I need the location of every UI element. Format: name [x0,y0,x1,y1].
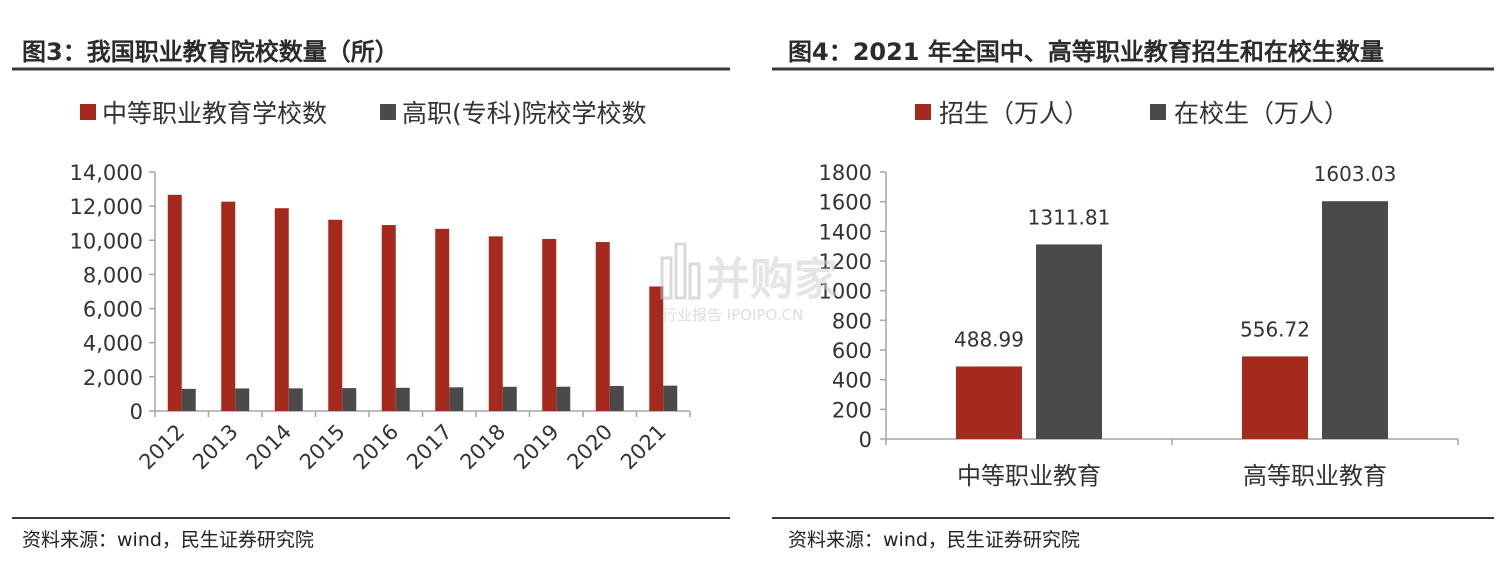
chart-3-bar-secondary-school-2018 [488,236,503,411]
chart-3-x-tick-label: 2020 [563,420,618,475]
chart-4-title: 图4：2021 年全国中、高等职业教育招生和在校生数量 [788,38,1384,66]
chart-4-bar-enrolled-secondary [1036,244,1102,439]
chart-3-y-tick-label: 10,000 [70,229,143,253]
chart-4-y-tick-label: 1000 [819,280,872,304]
chart-3-x-tick-label: 2017 [402,420,457,475]
chart-4: 图4：2021 年全国中、高等职业教育招生和在校生数量 招生（万人） 在校生（万… [772,38,1494,551]
chart-3-bar-higher-vocational-2012 [181,388,196,411]
chart-3-bar-higher-vocational-2014 [288,388,303,411]
chart-4-y-tick-label: 800 [832,309,872,333]
chart-4-bar-enrollment-higher [1242,356,1308,439]
chart-4-data-label: 1311.81 [1028,205,1111,229]
chart-3-legend-label-1: 中等职业教育学校数 [102,99,327,128]
chart-4-y-tick-label: 1200 [819,250,872,274]
chart-3-x-tick-label: 2021 [616,420,671,475]
chart-4-legend-swatch-2 [1150,104,1166,120]
chart-3-legend-swatch-1 [80,104,96,120]
chart-3-y-tick-label: 4,000 [83,332,143,356]
chart-4-y-tick-label: 1800 [819,161,872,185]
chart-3-bar-higher-vocational-2015 [342,388,357,411]
chart-3-y-tick-label: 12,000 [70,195,143,219]
chart-4-data-label: 556.72 [1240,317,1310,341]
watermark-text: 并购家 [706,254,838,305]
chart-3-x-tick-label: 2016 [349,420,404,475]
chart-3-bar-secondary-school-2019 [542,238,557,411]
chart-4-y-tick-label: 0 [859,428,872,452]
chart-3-bar-higher-vocational-2013 [235,388,250,411]
chart-3-y-tick-label: 0 [130,400,143,424]
chart-3-bar-higher-vocational-2016 [395,387,410,411]
chart-3-bar-higher-vocational-2020 [609,385,624,411]
chart-3-legend-swatch-2 [380,104,396,120]
chart-3-bar-secondary-school-2015 [328,219,343,411]
chart-3-bar-secondary-school-2014 [274,208,289,411]
chart-3-bar-secondary-school-2021 [649,286,664,411]
chart-3-bar-higher-vocational-2021 [663,385,678,411]
watermark: 并购家 行业报告 IPOIPO.CN [660,242,838,324]
chart-3-x-tick-label: 2015 [295,420,350,475]
chart-3-x-tick-label: 2013 [188,420,243,475]
chart-3-bar-secondary-school-2012 [167,194,182,411]
chart-4-legend-label-1: 招生（万人） [939,99,1089,128]
chart-3-bar-secondary-school-2020 [595,242,610,411]
chart-4-legend: 招生（万人） 在校生（万人） [915,99,1349,128]
watermark-subtext: 行业报告 IPOIPO.CN [662,306,803,324]
chart-3-y-tick-label: 2,000 [83,366,143,390]
chart-4-y-tick-label: 1400 [819,220,872,244]
chart-4-data-label: 1603.03 [1314,162,1397,186]
chart-4-legend-swatch-1 [915,104,931,120]
chart-4-y-tick-label: 400 [832,369,872,393]
chart-4-x-tick-label: 中等职业教育 [957,462,1101,490]
chart-3: 图3：我国职业教育院校数量（所） 中等职业教育学校数 高职(专科)院校学校数 0… [12,38,730,551]
chart-4-x-tick-label: 高等职业教育 [1243,462,1387,490]
chart-4-bar-enrollment-secondary [956,366,1022,439]
chart-3-x-tick-label: 2012 [135,420,190,475]
chart-4-source: 资料来源：wind，民生证券研究院 [788,529,1080,551]
chart-4-plot-area: 488.99 1311.81 556.72 1603.03 [954,162,1396,439]
chart-4-y-tick-label: 200 [832,398,872,422]
chart-4-y-tick-label: 600 [832,339,872,363]
chart-3-y-tick-label: 6,000 [83,298,143,322]
chart-4-bar-enrolled-higher [1322,201,1388,439]
chart-4-axes: 0 200 400 600 800 1000 1200 1400 1600 1800 中等职业教育 高… [819,161,1459,490]
chart-3-bar-secondary-school-2016 [381,225,396,411]
chart-3-bar-higher-vocational-2017 [449,387,464,411]
chart-3-bar-higher-vocational-2018 [502,386,517,411]
chart-3-legend-label-2: 高职(专科)院校学校数 [402,99,647,128]
chart-3-bar-secondary-school-2013 [221,201,236,411]
chart-3-plot-area [167,194,678,411]
chart-3-bar-higher-vocational-2019 [556,386,571,411]
watermark-logo-icon [660,242,701,300]
chart-3-x-tick-label: 2014 [242,420,297,475]
chart-4-legend-label-2: 在校生（万人） [1174,99,1349,128]
chart-4-data-label: 488.99 [954,327,1024,351]
chart-3-title: 图3：我国职业教育院校数量（所） [22,38,399,66]
chart-3-y-tick-label: 14,000 [70,161,143,185]
chart-3-legend: 中等职业教育学校数 高职(专科)院校学校数 [80,99,647,128]
chart-3-x-tick-label: 2019 [509,420,564,475]
chart-3-y-tick-label: 8,000 [83,263,143,287]
chart-3-x-tick-label: 2018 [456,420,511,475]
chart-3-bar-secondary-school-2017 [435,228,450,411]
chart-4-y-tick-label: 1600 [819,191,872,215]
chart-3-source: 资料来源：wind，民生证券研究院 [22,529,314,551]
